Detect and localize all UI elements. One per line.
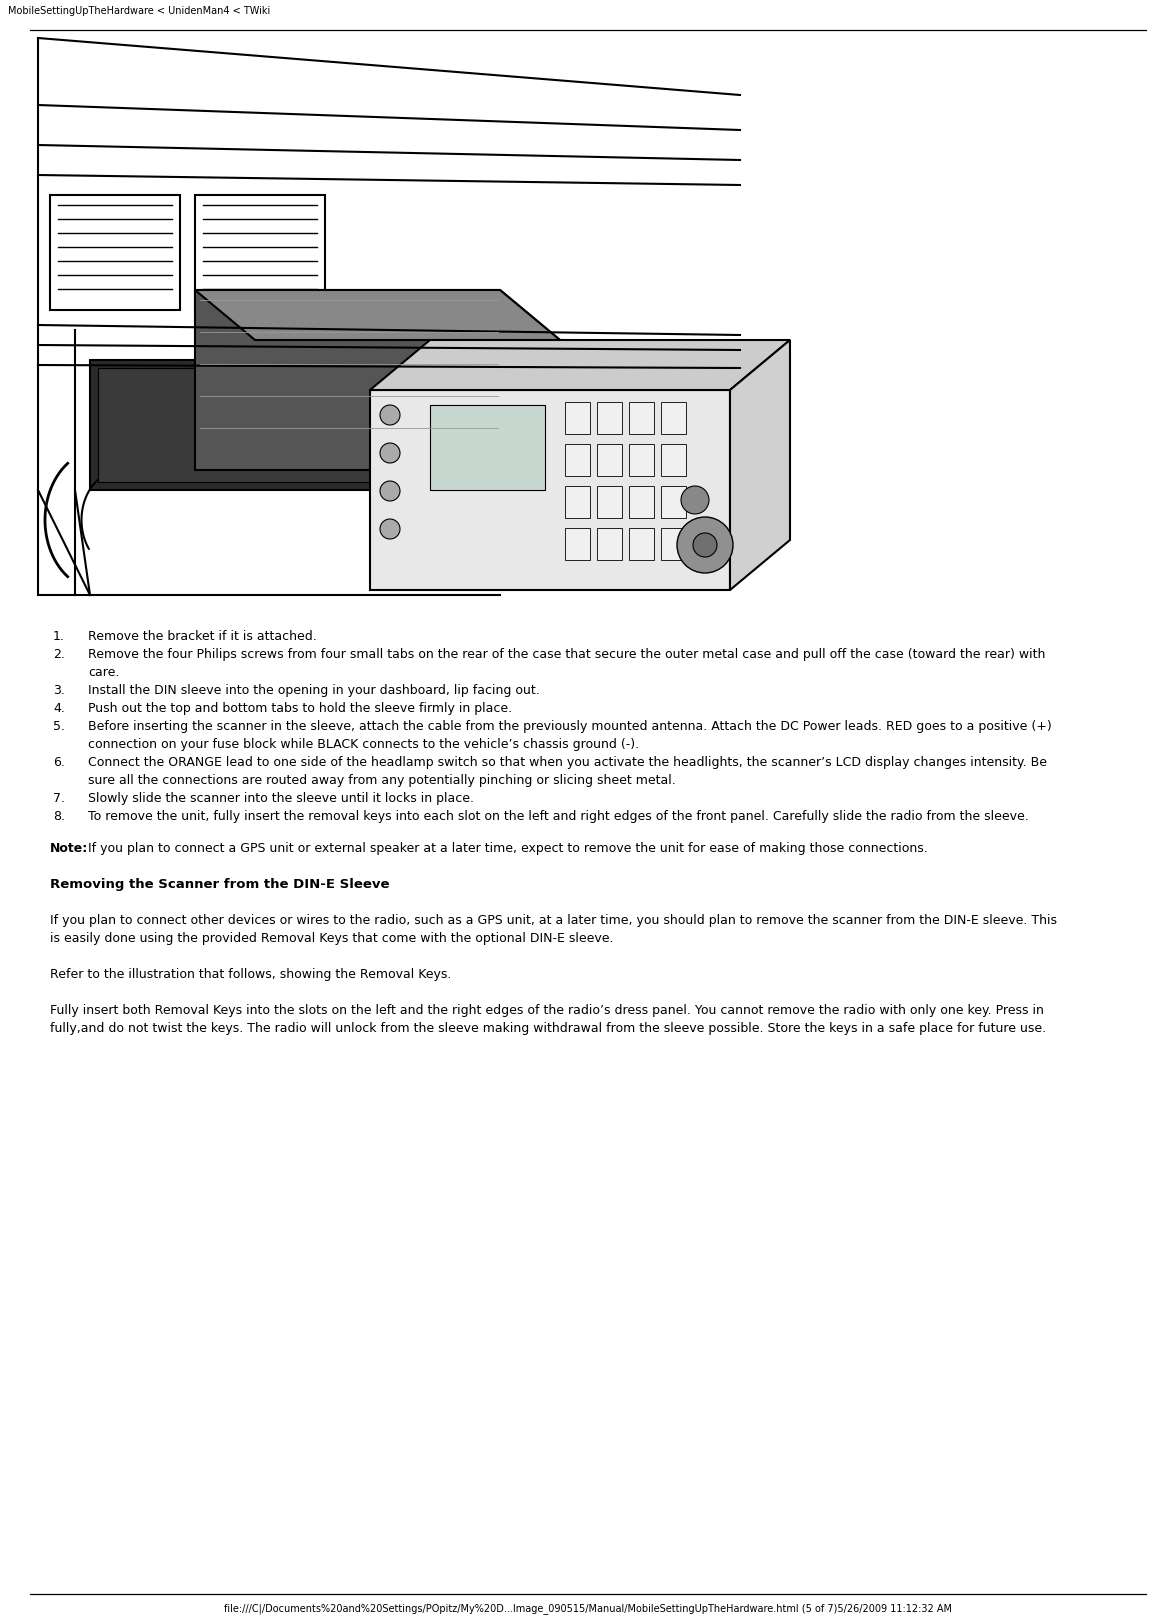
Text: Before inserting the scanner in the sleeve, attach the cable from the previously: Before inserting the scanner in the slee… [88, 720, 1051, 733]
FancyBboxPatch shape [661, 487, 686, 517]
FancyBboxPatch shape [597, 402, 622, 435]
Text: To remove the unit, fully insert the removal keys into each slot on the left and: To remove the unit, fully insert the rem… [88, 809, 1029, 822]
Polygon shape [195, 290, 560, 509]
FancyBboxPatch shape [597, 444, 622, 475]
Text: Removing the Scanner from the DIN-E Sleeve: Removing the Scanner from the DIN-E Slee… [51, 878, 389, 890]
Circle shape [380, 406, 400, 425]
Text: Refer to the illustration that follows, showing the Removal Keys.: Refer to the illustration that follows, … [51, 968, 452, 981]
Text: 4.: 4. [53, 702, 65, 715]
FancyBboxPatch shape [195, 195, 325, 310]
Text: Push out the top and bottom tabs to hold the sleeve firmly in place.: Push out the top and bottom tabs to hold… [88, 702, 512, 715]
FancyBboxPatch shape [629, 444, 654, 475]
Text: sure all the connections are routed away from any potentially pinching or slicin: sure all the connections are routed away… [88, 774, 676, 787]
FancyArrow shape [405, 482, 493, 526]
Circle shape [380, 443, 400, 462]
FancyBboxPatch shape [661, 529, 686, 560]
Text: Install the DIN sleeve into the opening in your dashboard, lip facing out.: Install the DIN sleeve into the opening … [88, 684, 540, 697]
Text: care.: care. [88, 667, 120, 680]
FancyBboxPatch shape [629, 487, 654, 517]
Text: 8.: 8. [53, 809, 65, 822]
Text: Note:: Note: [51, 842, 88, 855]
FancyBboxPatch shape [564, 402, 590, 435]
FancyBboxPatch shape [370, 389, 730, 590]
FancyBboxPatch shape [98, 368, 410, 482]
Text: 3.: 3. [53, 684, 65, 697]
Text: If you plan to connect a GPS unit or external speaker at a later time, expect to: If you plan to connect a GPS unit or ext… [83, 842, 928, 855]
Text: If you plan to connect other devices or wires to the radio, such as a GPS unit, : If you plan to connect other devices or … [51, 915, 1057, 928]
FancyBboxPatch shape [629, 529, 654, 560]
Text: 5.: 5. [53, 720, 65, 733]
Circle shape [693, 534, 717, 556]
Circle shape [681, 487, 709, 514]
Polygon shape [195, 290, 560, 341]
Text: file:///C|/Documents%20and%20Settings/POpitz/My%20D...Image_090515/Manual/Mobile: file:///C|/Documents%20and%20Settings/PO… [223, 1603, 953, 1614]
Text: Remove the four Philips screws from four small tabs on the rear of the case that: Remove the four Philips screws from four… [88, 649, 1045, 662]
Polygon shape [730, 341, 790, 590]
FancyBboxPatch shape [564, 529, 590, 560]
FancyBboxPatch shape [661, 444, 686, 475]
Circle shape [380, 482, 400, 501]
FancyBboxPatch shape [430, 406, 544, 490]
Text: 7.: 7. [53, 792, 65, 805]
Polygon shape [370, 341, 790, 389]
FancyBboxPatch shape [661, 402, 686, 435]
Text: Remove the bracket if it is attached.: Remove the bracket if it is attached. [88, 629, 316, 642]
Text: is easily done using the provided Removal Keys that come with the optional DIN-E: is easily done using the provided Remova… [51, 933, 614, 946]
Text: Fully insert both Removal Keys into the slots on the left and the right edges of: Fully insert both Removal Keys into the … [51, 1004, 1044, 1017]
Circle shape [677, 517, 733, 573]
Circle shape [380, 519, 400, 539]
FancyBboxPatch shape [564, 487, 590, 517]
Text: 6.: 6. [53, 756, 65, 769]
FancyBboxPatch shape [91, 360, 420, 490]
FancyBboxPatch shape [629, 402, 654, 435]
Text: MobileSettingUpTheHardware < UnidenMan4 < TWiki: MobileSettingUpTheHardware < UnidenMan4 … [8, 6, 270, 16]
Text: Connect the ORANGE lead to one side of the headlamp switch so that when you acti: Connect the ORANGE lead to one side of t… [88, 756, 1047, 769]
Text: 2.: 2. [53, 649, 65, 662]
Text: connection on your fuse block while BLACK connects to the vehicle’s chassis grou: connection on your fuse block while BLAC… [88, 738, 639, 751]
Text: Slowly slide the scanner into the sleeve until it locks in place.: Slowly slide the scanner into the sleeve… [88, 792, 474, 805]
FancyBboxPatch shape [51, 195, 180, 310]
FancyBboxPatch shape [597, 487, 622, 517]
FancyArrow shape [285, 347, 373, 394]
Text: 1.: 1. [53, 629, 65, 642]
FancyBboxPatch shape [597, 529, 622, 560]
FancyBboxPatch shape [564, 444, 590, 475]
Text: fully,and do not twist the keys. The radio will unlock from the sleeve making wi: fully,and do not twist the keys. The rad… [51, 1022, 1047, 1035]
